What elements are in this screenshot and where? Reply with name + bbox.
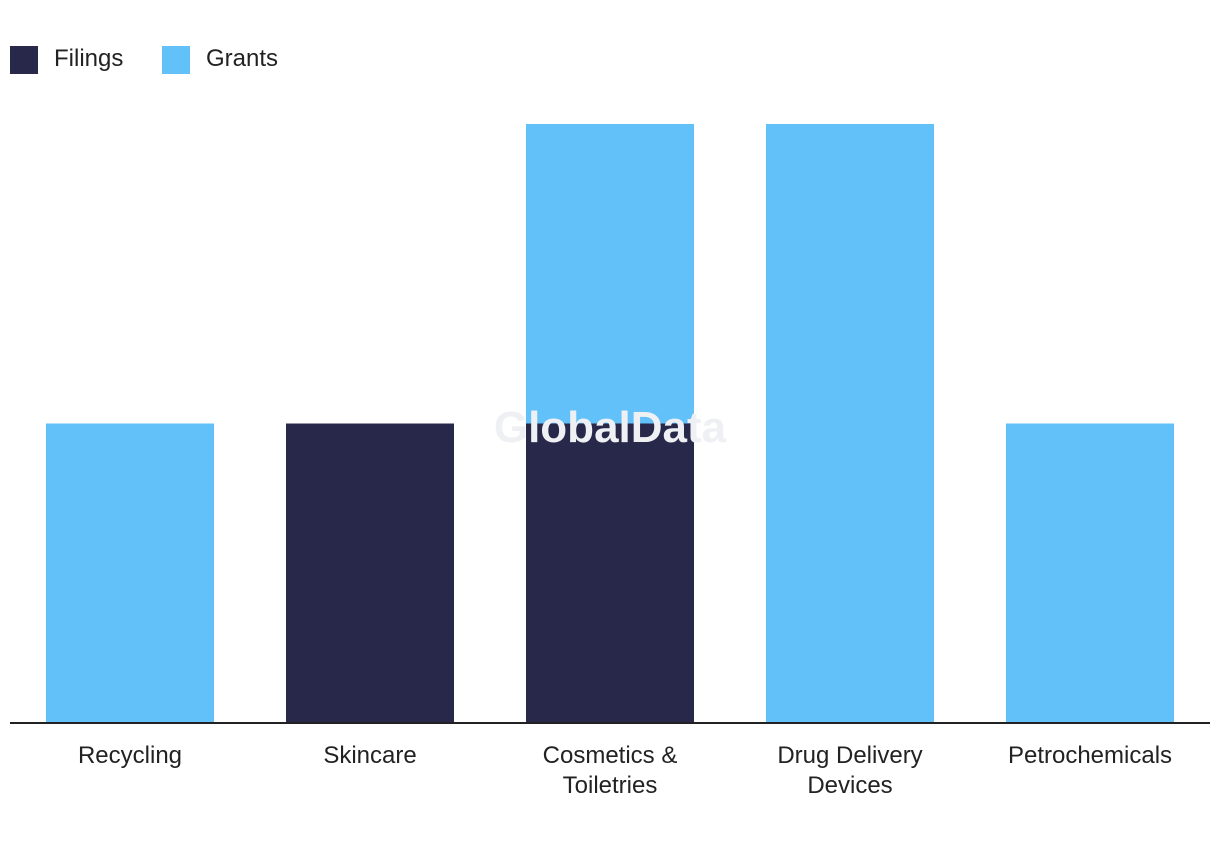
x-tick-label: Petrochemicals [1008, 742, 1172, 769]
bar-filings-1 [286, 423, 454, 723]
x-tick-label-line: Drug Delivery [777, 742, 922, 769]
bar-filings-2 [526, 423, 694, 723]
x-tick-label-line: Toiletries [563, 772, 658, 799]
x-tick-label-line: Devices [807, 772, 892, 799]
x-tick-label: Drug Delivery Devices [777, 742, 922, 799]
legend-swatch-grants [162, 46, 190, 74]
bars-group [46, 124, 1174, 723]
x-tick-label: Skincare [323, 742, 416, 769]
x-tick-label: Cosmetics & Toiletries [543, 742, 678, 799]
legend-label-grants: Grants [206, 45, 278, 72]
legend-label-filings: Filings [54, 45, 123, 72]
x-tick-label-line: Recycling [78, 742, 182, 769]
x-tick-label-line: Skincare [323, 742, 416, 769]
bar-grants-4 [1006, 423, 1174, 723]
x-tick-labels: Recycling Skincare Cosmetics & Toiletries Dr… [78, 742, 1172, 799]
bar-grants-3 [766, 124, 934, 723]
bar-grants-2 [526, 124, 694, 424]
watermark-logo: GlobalData [494, 403, 727, 452]
x-tick-label-line: Cosmetics & [543, 742, 678, 769]
x-tick-label: Recycling [78, 742, 182, 769]
bar-grants-0 [46, 423, 214, 723]
legend: Filings Grants [10, 45, 278, 74]
x-tick-label-line: Petrochemicals [1008, 742, 1172, 769]
legend-swatch-filings [10, 46, 38, 74]
